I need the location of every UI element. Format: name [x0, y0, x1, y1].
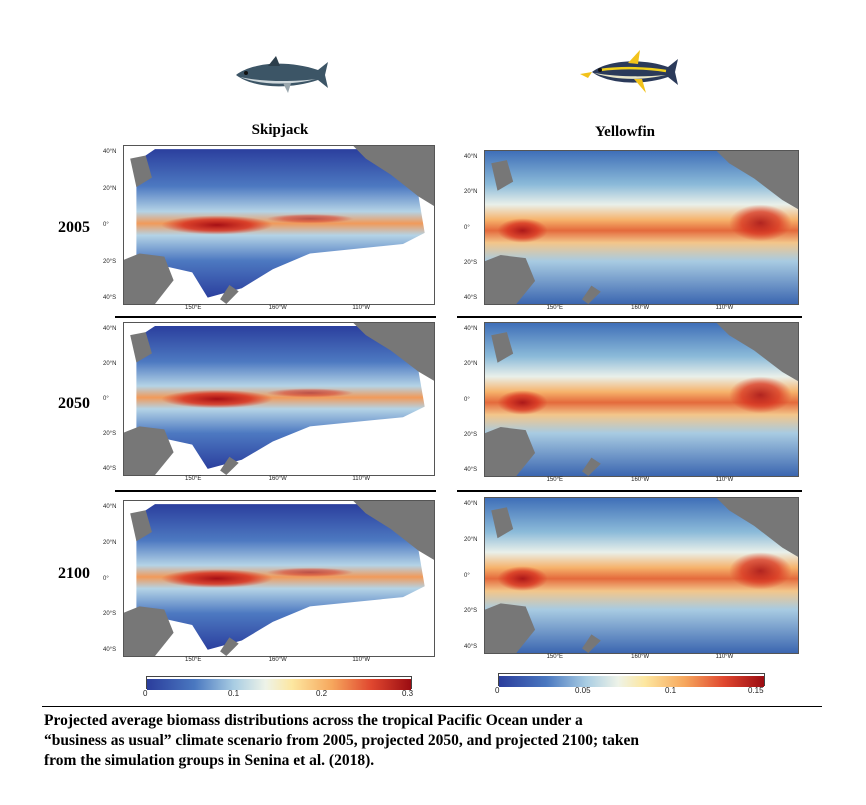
row-separator: [115, 316, 436, 318]
latitude-label: 40°N: [103, 504, 117, 510]
latitude-label: 40°S: [464, 467, 478, 473]
longitude-label: 110°W: [715, 654, 734, 660]
yellowfin-biomass-map: [484, 150, 799, 305]
longitude-label: 160°W: [631, 654, 650, 660]
longitude-label: 110°W: [715, 305, 734, 311]
column-title-skipjack: Skipjack: [251, 122, 309, 138]
longitude-label: 150°E: [185, 305, 202, 311]
row-separator: [457, 316, 802, 318]
longitude-label: 150°E: [546, 477, 564, 483]
latitude-label: 20°N: [103, 185, 117, 192]
latitude-label: 20°N: [464, 189, 478, 196]
longitude-label: 150°E: [185, 476, 202, 482]
latitude-label: 20°S: [464, 259, 478, 266]
latitude-label: 20°S: [464, 608, 478, 615]
yellowfin-colorbar-tick: 0.15: [748, 686, 764, 695]
year-label-2100: 2100: [58, 565, 90, 582]
latitude-label: 20°S: [464, 431, 478, 438]
latitude-label: 0°: [464, 224, 470, 231]
latitude-label: 40°S: [103, 466, 117, 472]
latitude-label: 40°S: [103, 295, 117, 301]
longitude-label: 150°E: [546, 654, 564, 660]
latitude-label: 40°N: [464, 326, 478, 332]
longitude-label: 110°W: [715, 477, 734, 483]
yellowfin-biomass-map: [484, 497, 799, 654]
yellowfin-biomass-map: [484, 322, 799, 477]
skipjack-biomass-map: [123, 500, 435, 657]
latitude-label: 20°N: [464, 361, 478, 368]
latitude-label: 20°S: [103, 258, 117, 265]
latitude-label: 0°: [464, 572, 470, 579]
longitude-label: 160°W: [268, 305, 287, 311]
latitude-label: 40°S: [464, 295, 478, 301]
column-title-yellowfin: Yellowfin: [595, 124, 655, 140]
latitude-label: 40°N: [464, 501, 478, 507]
yellowfin-colorbar-tick: 0.1: [665, 686, 677, 695]
latitude-label: 40°S: [103, 647, 117, 653]
longitude-label: 160°W: [631, 305, 650, 311]
caption-line: “business as usual” climate scenario fro…: [44, 732, 640, 749]
longitude-label: 160°W: [268, 657, 287, 663]
row-separator: [115, 490, 436, 492]
year-label-2050: 2050: [58, 395, 90, 412]
longitude-label: 110°W: [352, 657, 371, 663]
yellowfin-colorbar-tick: 0: [495, 686, 500, 695]
skipjack-colorbar-tick: 0.3: [402, 689, 414, 698]
skipjack-colorbar-tick: 0.1: [228, 689, 240, 698]
row-separator: [457, 490, 802, 492]
caption-line: Projected average biomass distributions …: [44, 712, 583, 729]
latitude-label: 40°N: [103, 149, 117, 155]
latitude-label: 0°: [103, 575, 109, 582]
latitude-label: 40°N: [103, 326, 117, 332]
yellowfin-colorbar-tick: 0.05: [575, 686, 591, 695]
skipjack-colorbar-tick: 0.2: [316, 689, 328, 698]
caption-rule: [42, 706, 822, 707]
longitude-label: 110°W: [352, 305, 371, 311]
latitude-label: 40°N: [464, 154, 478, 160]
yellowfin-tuna-icon: [578, 48, 688, 96]
caption-line: from the simulation groups in Senina et …: [44, 752, 375, 769]
longitude-label: 110°W: [352, 476, 371, 482]
longitude-label: 150°E: [546, 305, 564, 311]
longitude-label: 160°W: [631, 477, 650, 483]
longitude-label: 160°W: [268, 476, 287, 482]
skipjack-tuna-icon: [228, 52, 336, 98]
figure-caption: Projected average biomass distributions …: [44, 711, 834, 771]
skipjack-biomass-map: [123, 322, 435, 476]
latitude-label: 20°S: [103, 611, 117, 618]
skipjack-biomass-map: [123, 145, 435, 305]
yellowfin-colorbar: [498, 673, 765, 687]
latitude-label: 20°S: [103, 431, 117, 437]
latitude-label: 0°: [464, 396, 470, 403]
skipjack-colorbar-tick: 0: [143, 689, 148, 698]
latitude-label: 20°N: [103, 361, 117, 367]
skipjack-colorbar: [146, 676, 412, 690]
latitude-label: 20°N: [103, 539, 117, 546]
latitude-label: 0°: [103, 396, 109, 402]
year-label-2005: 2005: [58, 219, 90, 236]
latitude-label: 40°S: [464, 644, 478, 650]
longitude-label: 150°E: [185, 657, 202, 663]
latitude-label: 20°N: [464, 536, 478, 543]
latitude-label: 0°: [103, 222, 109, 228]
